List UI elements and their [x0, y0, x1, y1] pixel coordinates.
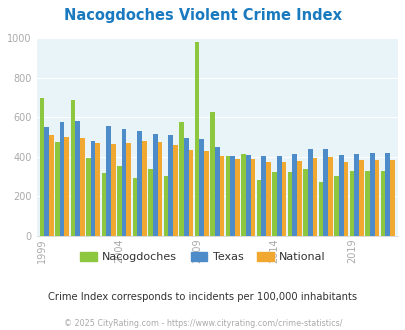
Bar — [60, 122, 64, 236]
Bar — [369, 153, 374, 236]
Bar — [49, 135, 53, 236]
Bar — [281, 162, 286, 236]
Bar — [75, 121, 80, 236]
Bar — [152, 134, 157, 236]
Bar — [358, 160, 363, 236]
Bar — [292, 154, 296, 236]
Bar — [338, 155, 343, 236]
Bar — [265, 162, 270, 236]
Bar — [80, 138, 84, 236]
Bar — [250, 159, 255, 236]
Bar — [122, 129, 126, 236]
Bar — [245, 155, 250, 236]
Bar — [374, 160, 378, 236]
Bar — [307, 149, 312, 236]
Bar — [327, 157, 332, 236]
Bar — [199, 139, 204, 236]
Bar — [188, 150, 193, 236]
Bar — [179, 122, 183, 236]
Bar — [272, 172, 276, 236]
Bar — [241, 154, 245, 236]
Text: Nacogdoches Violent Crime Index: Nacogdoches Violent Crime Index — [64, 8, 341, 23]
Bar — [384, 153, 389, 236]
Bar — [261, 156, 265, 236]
Bar — [214, 147, 219, 236]
Bar — [86, 158, 91, 236]
Bar — [296, 161, 301, 236]
Bar — [91, 141, 95, 236]
Bar — [343, 162, 347, 236]
Bar — [157, 142, 162, 236]
Text: Crime Index corresponds to incidents per 100,000 inhabitants: Crime Index corresponds to incidents per… — [48, 292, 357, 302]
Bar — [204, 151, 208, 236]
Bar — [194, 42, 199, 236]
Bar — [126, 143, 131, 236]
Text: © 2025 CityRating.com - https://www.cityrating.com/crime-statistics/: © 2025 CityRating.com - https://www.city… — [64, 319, 341, 328]
Legend: Nacogdoches, Texas, National: Nacogdoches, Texas, National — [75, 248, 330, 267]
Bar — [106, 126, 111, 236]
Bar — [95, 143, 100, 236]
Bar — [117, 166, 121, 236]
Bar — [230, 156, 234, 236]
Bar — [219, 156, 224, 236]
Bar — [101, 173, 106, 236]
Bar — [168, 135, 173, 236]
Bar — [163, 176, 168, 236]
Bar — [132, 178, 137, 236]
Bar — [148, 169, 152, 236]
Bar — [111, 144, 115, 236]
Bar — [389, 160, 394, 236]
Bar — [225, 156, 230, 236]
Bar — [210, 112, 214, 236]
Bar — [44, 127, 49, 236]
Bar — [64, 137, 69, 236]
Bar — [333, 176, 338, 236]
Bar — [183, 138, 188, 236]
Bar — [312, 158, 316, 236]
Bar — [137, 131, 142, 236]
Bar — [142, 141, 146, 236]
Bar — [380, 171, 384, 236]
Bar — [256, 180, 261, 236]
Bar — [323, 149, 327, 236]
Bar — [303, 169, 307, 236]
Bar — [318, 182, 323, 236]
Bar — [70, 100, 75, 236]
Bar — [287, 172, 292, 236]
Bar — [234, 159, 239, 236]
Bar — [354, 154, 358, 236]
Bar — [349, 171, 354, 236]
Bar — [55, 142, 60, 236]
Bar — [276, 156, 281, 236]
Bar — [173, 145, 177, 236]
Bar — [40, 98, 44, 236]
Bar — [364, 171, 369, 236]
